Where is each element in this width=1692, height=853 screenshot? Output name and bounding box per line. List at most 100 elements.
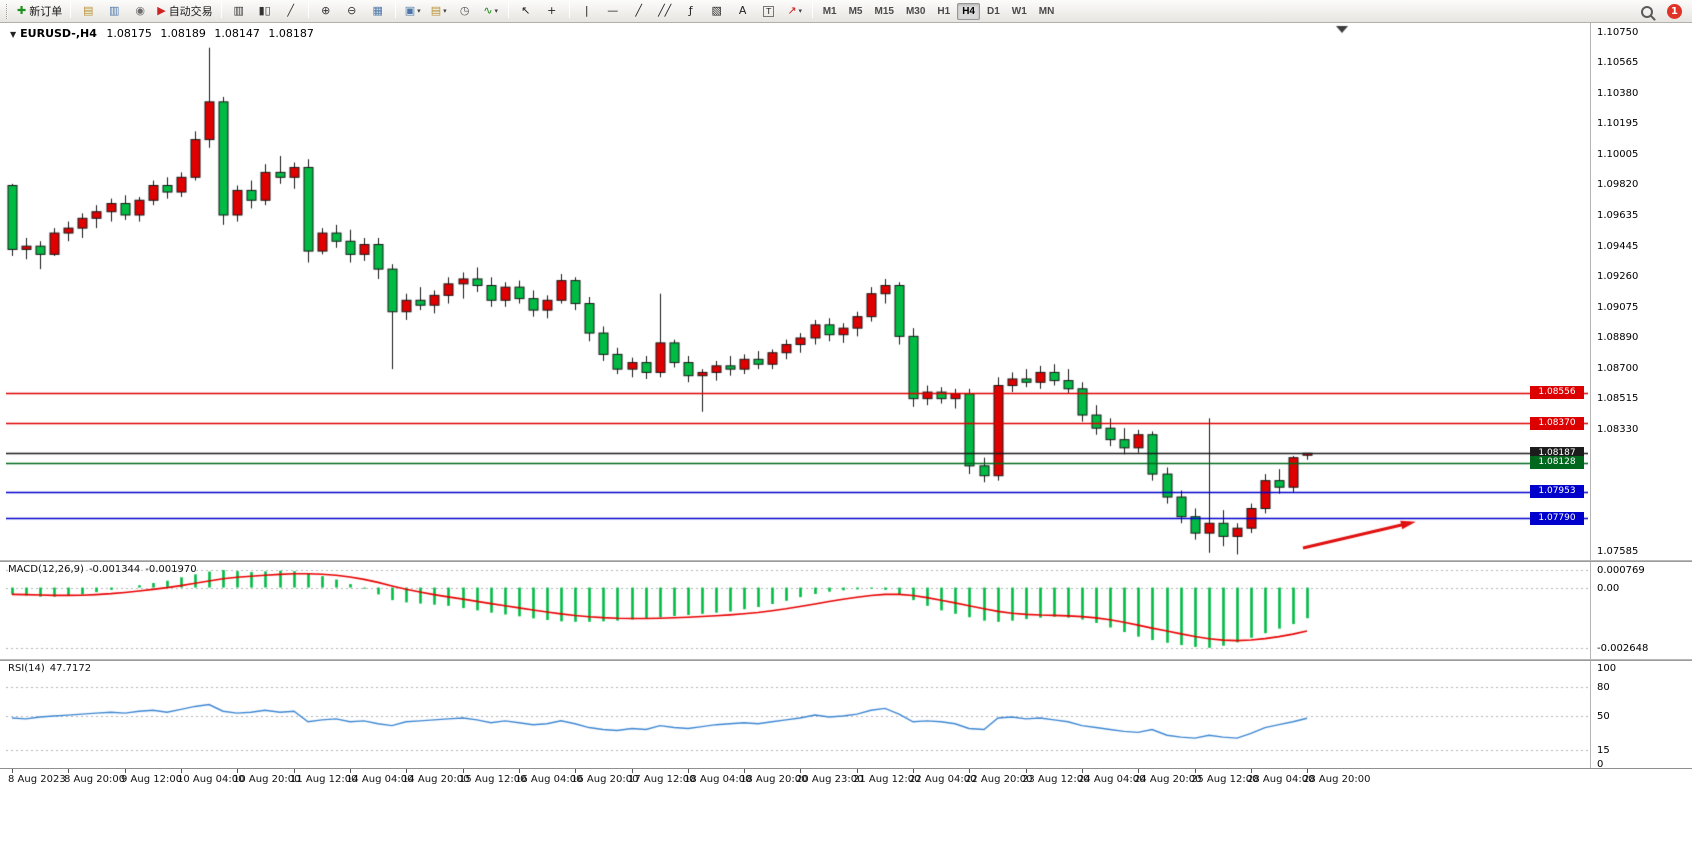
rsi-axis-label: 50 [1597,711,1610,723]
tile-windows-button[interactable]: ▦ [366,0,390,21]
new-order-icon: ✚ [17,4,27,17]
trendline-button[interactable]: ╱ [627,0,651,21]
timeframe-m5[interactable]: M5 [848,6,863,17]
time-axis-label: 14 Aug 20:00 [402,774,470,785]
shapes-icon: ▧ [711,4,722,17]
time-axis-tick [744,769,745,773]
autotrading-button[interactable]: ▶ 自动交易 [154,0,215,21]
arrow-tools-button[interactable]: ↗ ▾ [783,0,807,21]
rsi-canvas[interactable] [6,661,1588,768]
time-axis-label: 18 Aug 04:00 [684,774,752,785]
text-button[interactable]: A [731,0,755,21]
new-order-button[interactable]: ✚ 新订单 [14,0,65,21]
autotrading-icon: ▶ [157,4,166,17]
navigator-icon: ◉ [135,4,146,17]
time-axis-tick [1307,769,1308,773]
zoom-out-button[interactable]: ⊖ [340,0,364,21]
horizontal-line-button[interactable]: — [601,0,625,21]
time-axis-label: 22 Aug 04:00 [909,774,977,785]
refresh-button[interactable]: ◷ [453,0,477,21]
fibonacci-button[interactable]: ƒ [679,0,703,21]
line-chart-button[interactable]: ╱ [279,0,303,21]
market-watch-icon: ▤ [83,4,94,17]
navigator-button[interactable]: ◉ [128,0,152,21]
vertical-line-button[interactable]: | [575,0,599,21]
new-chart-button[interactable]: ▣ ▾ [401,0,425,21]
data-window-button[interactable]: ▥ [102,0,126,21]
timeframe-d1[interactable]: D1 [987,6,1000,17]
macd-signal-value: -0.001970 [145,564,197,575]
toolbar-separator [70,1,72,18]
pane-splitter[interactable] [0,560,1692,562]
data-window-icon: ▥ [109,4,120,17]
new-chart-icon: ▣ [404,4,416,17]
price-axis-label: 1.09075 [1597,301,1639,313]
rsi-value: 47.7172 [49,663,92,674]
time-axis[interactable]: 8 Aug 2023 8 Aug 20:00 9 Aug 12:00 10 Aug 0… [0,768,1692,789]
chart-menu-icon[interactable]: ▼ [10,30,17,39]
price-axis-label: 1.08700 [1597,363,1639,375]
time-axis-label: 28 Aug 04:00 [1247,774,1315,785]
rsi-axis-label: 80 [1597,682,1610,694]
toolbar-separator [507,1,509,18]
clock-icon: ◷ [459,4,470,17]
toolbar-drag-handle[interactable] [6,3,8,19]
hline-price-tag: 1.08128 [1530,456,1584,470]
main-chart-canvas[interactable] [6,23,1588,560]
time-axis-label: 21 Aug 12:00 [853,774,921,785]
channel-button[interactable]: ╱╱ [653,0,677,21]
time-axis-label: 8 Aug 20:00 [64,774,126,785]
search-icon[interactable] [1641,5,1653,18]
macd-canvas[interactable] [6,562,1588,659]
price-axis-label: 1.08515 [1597,393,1639,405]
macd-axis[interactable]: 0.000769 0.00 -0.002648 [1590,562,1692,659]
text-label-icon: T [763,6,775,17]
timeframe-m30[interactable]: M30 [905,6,926,17]
text-label-button[interactable]: T [757,1,781,22]
profiles-button[interactable]: ▤ ▾ [427,0,451,21]
timeframe-mn[interactable]: MN [1038,6,1055,17]
market-watch-button[interactable]: ▤ [76,0,100,21]
time-axis-tick [969,769,970,773]
rsi-label: RSI(14) 47.7172 [8,663,96,674]
timeframe-m15[interactable]: M15 [874,6,894,17]
candlestick-chart-button[interactable]: ▮▯ [253,0,277,21]
time-axis-label: 8 Aug 2023 [8,774,66,785]
price-axis-label: 1.09260 [1597,271,1639,283]
time-axis-label: 24 Aug 04:00 [1078,774,1146,785]
macd-pane: MACD(12,26,9) -0.001344 -0.001970 0.000769… [0,562,1692,659]
rsi-axis[interactable]: 100 80 50 15 0 [1590,661,1692,770]
hline-price-tag: 1.08370 [1530,416,1584,430]
time-axis-label: 16 Aug 20:00 [571,774,639,785]
zoom-in-button[interactable]: ⊕ [314,0,338,21]
time-axis-label: 20 Aug 23:00 [796,774,864,785]
timeframe-m1[interactable]: M1 [822,6,837,17]
price-axis-label: 1.10750 [1597,27,1639,38]
rsi-name: RSI(14) [8,663,45,674]
price-axis-label: 1.10195 [1597,118,1639,129]
zoom-out-icon: ⊖ [347,4,357,17]
time-axis-label: 16 Aug 04:00 [515,774,583,785]
timeframe-h1[interactable]: H1 [937,6,951,17]
cursor-icon: ↖ [521,4,531,17]
price-axis[interactable]: 1.10750 1.10565 1.10380 1.10195 1.10005 1.098… [1590,23,1692,560]
crosshair-icon: + [547,4,557,17]
indicators-button[interactable]: ∿ ▾ [479,0,503,21]
bar-chart-button[interactable]: ▥ [227,0,251,21]
indicators-icon: ∿ [483,4,493,17]
crosshair-button[interactable]: + [540,0,564,21]
chart-open-value: 1.08175 [106,27,152,40]
toolbar-separator [568,1,570,18]
shapes-button[interactable]: ▧ [705,0,729,21]
channel-icon: ╱╱ [658,4,672,17]
notification-badge[interactable]: 1 [1667,4,1682,19]
dropdown-caret-icon: ▾ [417,6,421,15]
main-chart-pane: ▼ EURUSD-,H4 1.08175 1.08189 1.08147 1.08… [0,23,1692,560]
timeframe-h4[interactable]: H4 [957,3,980,20]
cursor-button[interactable]: ↖ [514,0,538,21]
rsi-axis-label: 15 [1597,744,1610,756]
dropdown-caret-icon: ▾ [494,6,499,15]
timeframe-w1[interactable]: W1 [1011,6,1027,17]
time-axis-label: 18 Aug 20:00 [740,774,808,785]
pane-splitter[interactable] [0,659,1692,661]
